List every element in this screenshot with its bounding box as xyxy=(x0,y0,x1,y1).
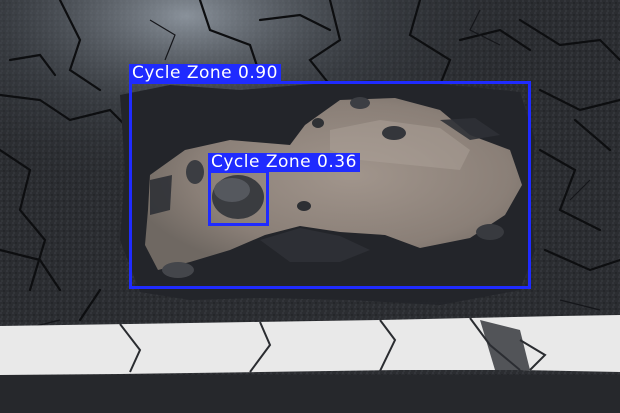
asphalt-cracks xyxy=(0,0,620,322)
detection-label-secondary: Cycle Zone 0.36 xyxy=(208,153,360,172)
puddle xyxy=(145,98,522,270)
detection-label-primary: Cycle Zone 0.90 xyxy=(129,64,281,83)
puddle-rocks xyxy=(162,97,504,278)
road-marking xyxy=(0,315,620,375)
detection-box-secondary xyxy=(208,170,269,226)
detection-box-primary xyxy=(129,81,531,289)
